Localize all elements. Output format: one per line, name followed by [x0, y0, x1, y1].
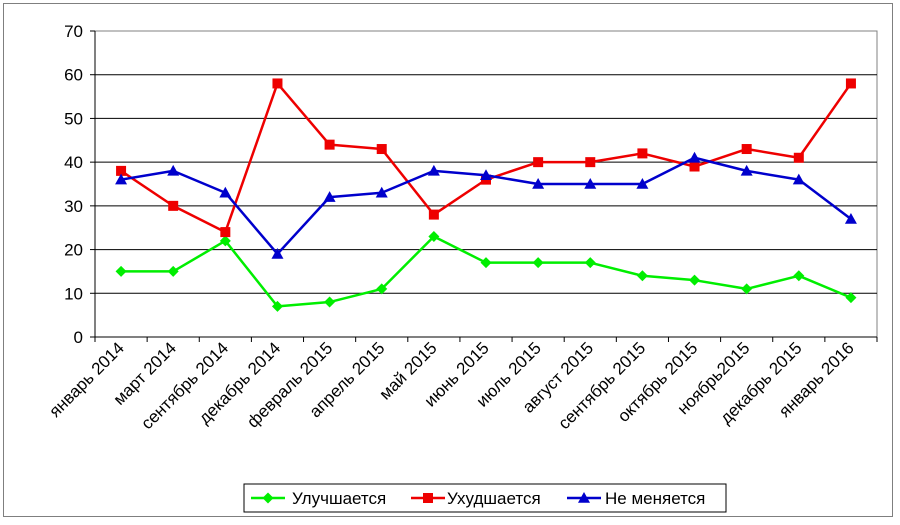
legend-marker	[578, 492, 590, 503]
data-point	[167, 164, 180, 176]
data-point	[324, 139, 335, 150]
series-1	[115, 230, 857, 312]
data-point	[793, 270, 805, 282]
y-tick-label: 0	[74, 328, 83, 347]
data-point	[168, 200, 179, 211]
data-point	[688, 151, 701, 163]
data-point	[167, 265, 179, 277]
legend-box	[243, 483, 727, 513]
data-point	[427, 164, 440, 176]
data-point	[115, 265, 127, 277]
data-point	[584, 178, 597, 189]
data-point	[637, 148, 648, 159]
data-point	[115, 173, 128, 185]
data-point	[480, 169, 492, 181]
data-point	[636, 178, 649, 189]
data-point	[636, 270, 648, 282]
data-point	[271, 247, 284, 259]
legend: Улучшается Ухудшается Не меняется	[243, 483, 727, 513]
y-tick-label: 30	[64, 197, 83, 216]
data-point	[584, 257, 596, 269]
legend-marker	[423, 493, 433, 503]
y-tick-label: 50	[64, 109, 83, 128]
legend-label: Не меняется	[605, 489, 705, 508]
y-tick-label: 60	[64, 66, 83, 85]
data-point	[532, 178, 545, 189]
data-point	[532, 257, 544, 269]
y-tick-label: 70	[64, 22, 83, 41]
legend-label: Ухудшается	[447, 489, 541, 508]
data-point	[585, 157, 596, 168]
y-tick-label: 10	[64, 284, 83, 303]
data-point	[219, 235, 231, 247]
data-point	[740, 164, 753, 176]
data-point	[845, 292, 857, 304]
legend-label: Улучшается	[292, 489, 386, 508]
x-tick-label: январь 2014	[45, 338, 128, 421]
data-point	[220, 227, 231, 238]
data-point	[428, 230, 440, 242]
data-point	[375, 186, 388, 198]
data-point	[793, 152, 804, 163]
data-point	[689, 274, 701, 286]
data-point	[272, 78, 283, 89]
data-point	[324, 296, 336, 308]
data-point	[219, 186, 232, 198]
legend-marker	[262, 492, 274, 504]
data-point	[376, 283, 388, 295]
data-point	[741, 144, 752, 155]
data-point	[323, 191, 336, 202]
data-point	[845, 78, 856, 89]
data-point	[844, 212, 857, 224]
data-point	[116, 165, 127, 176]
series-3	[115, 151, 857, 259]
data-point	[480, 257, 492, 269]
data-point	[533, 157, 544, 168]
y-tick-label: 40	[64, 153, 83, 172]
data-point	[741, 283, 753, 295]
y-tick-label: 20	[64, 241, 83, 260]
data-point	[376, 144, 387, 155]
data-point	[792, 173, 805, 185]
data-point	[271, 300, 283, 312]
data-point	[428, 209, 439, 220]
data-point	[689, 161, 700, 172]
